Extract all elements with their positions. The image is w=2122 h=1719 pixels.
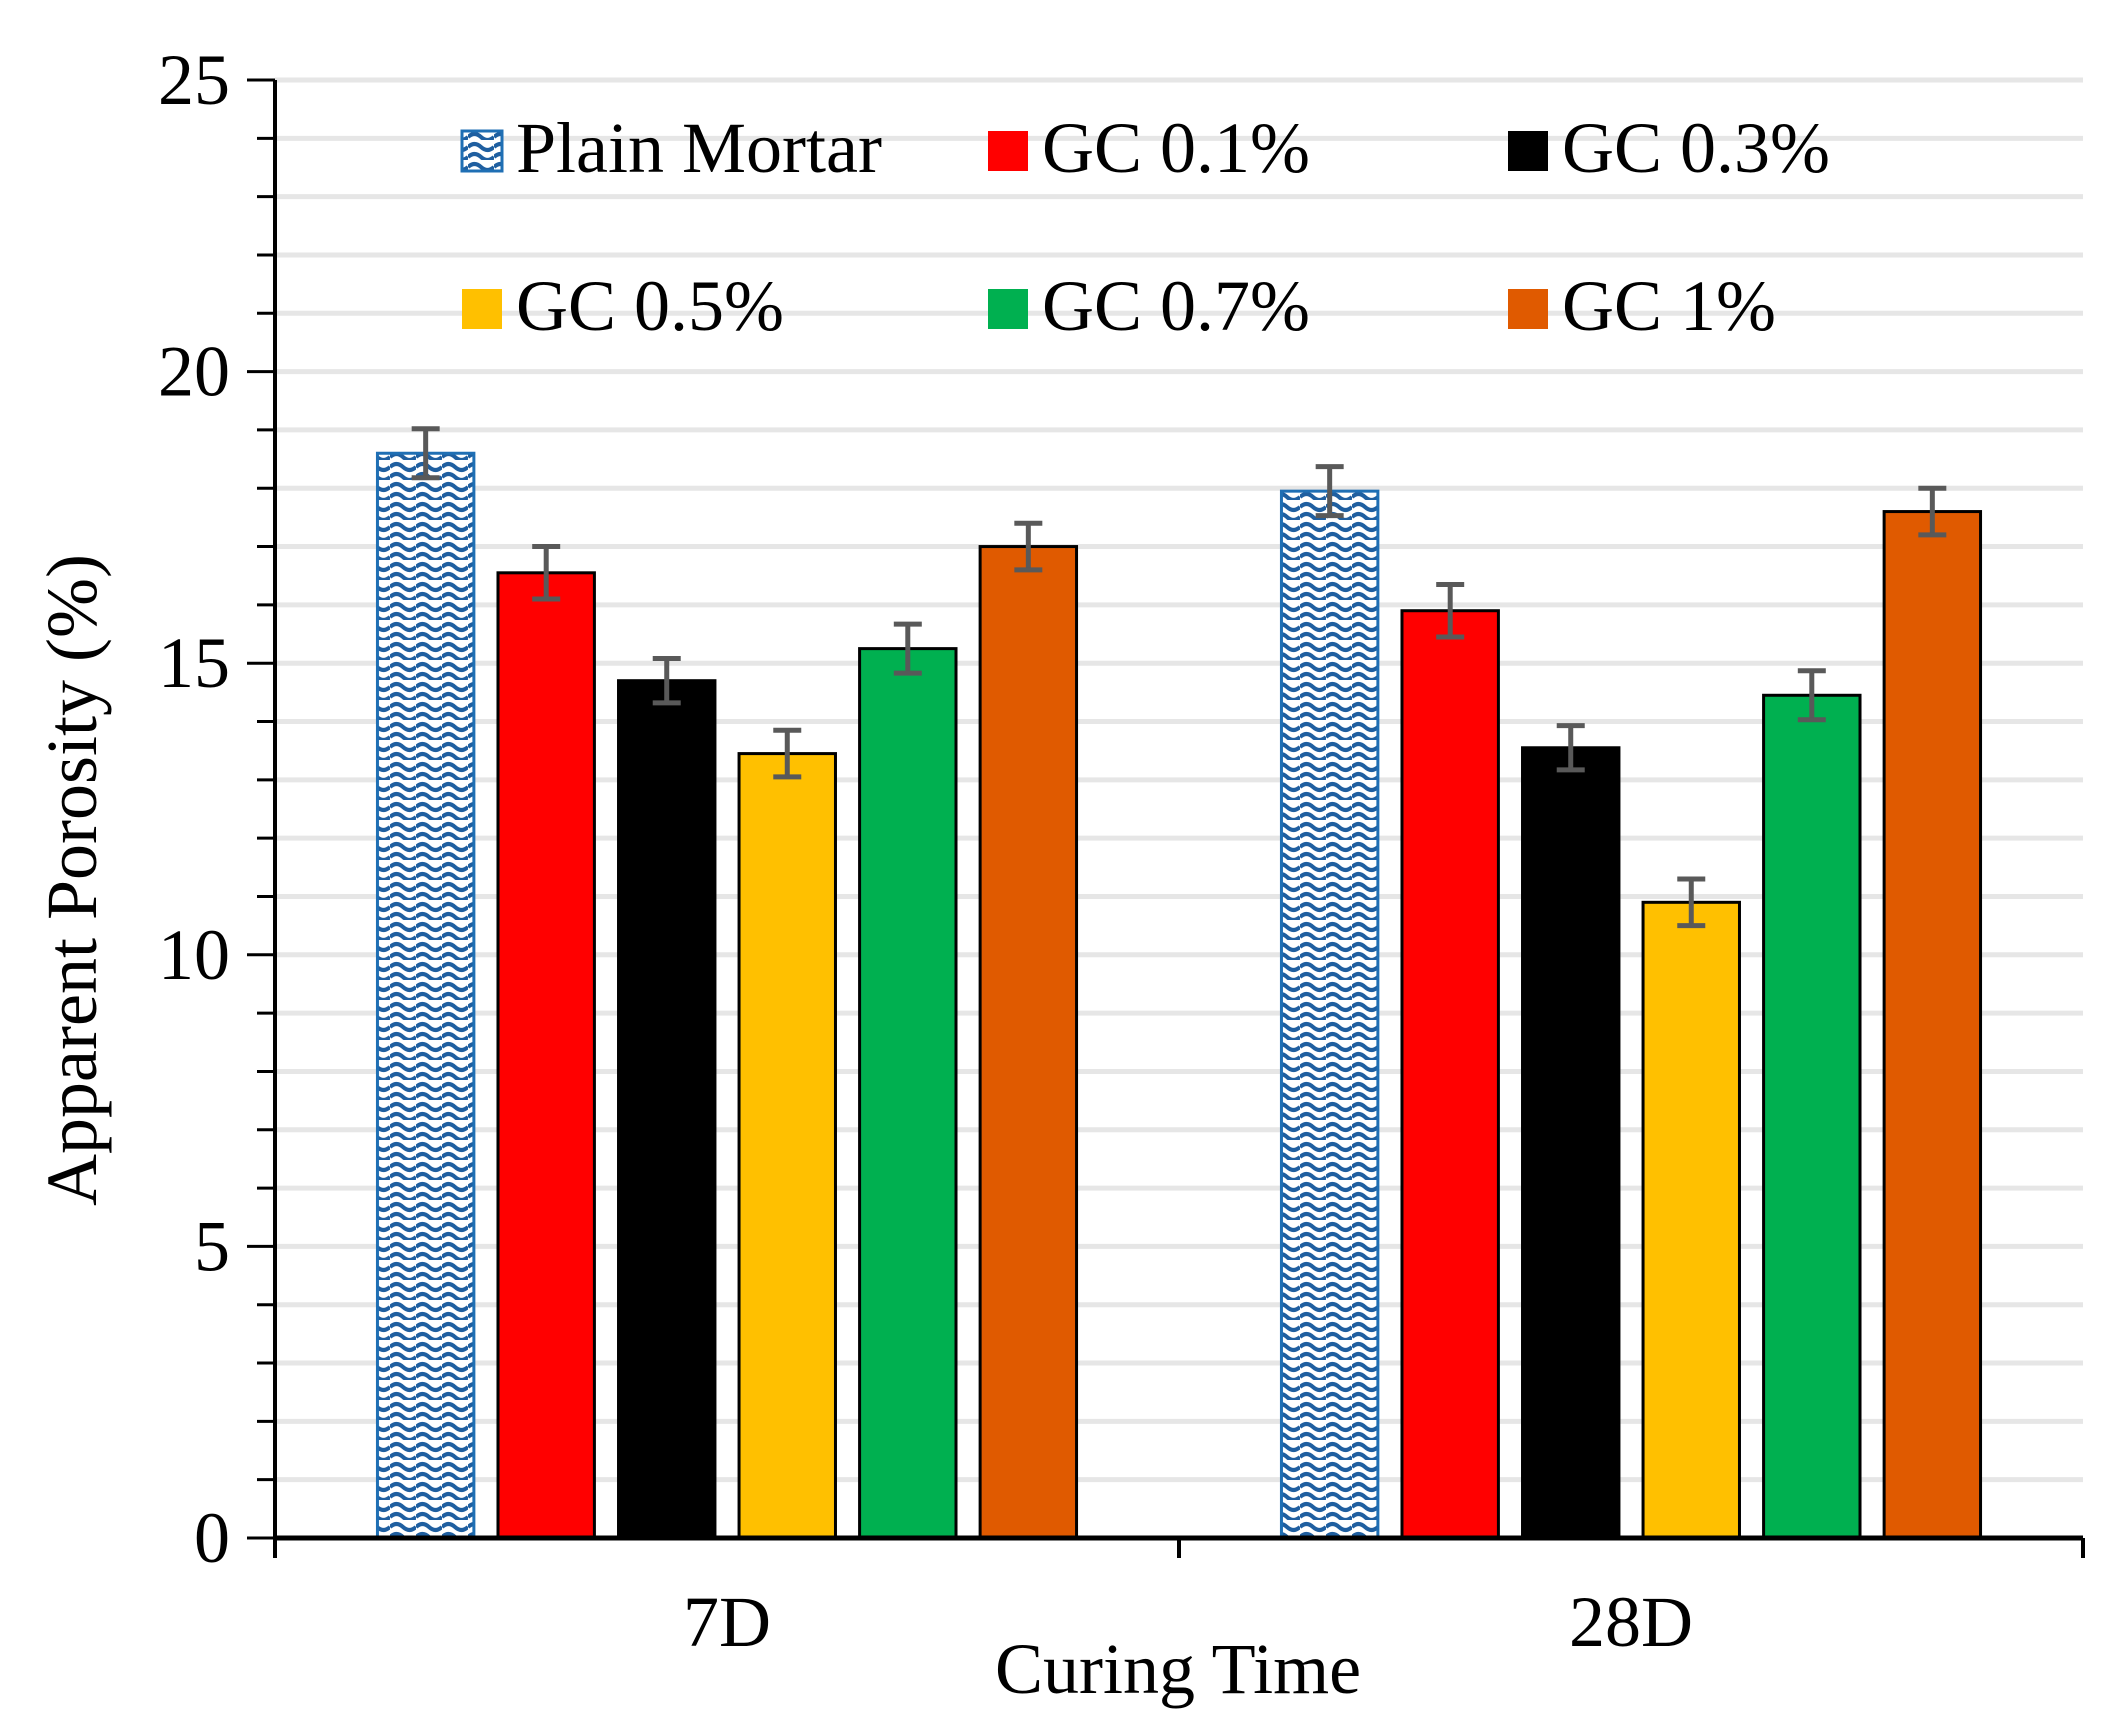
legend-swatch [988,131,1028,171]
y-tick-label: 20 [158,332,230,412]
y-tick-label: 25 [158,40,230,120]
y-tick-label: 10 [158,915,230,995]
y-tick-label: 5 [194,1206,230,1286]
legend-swatch [1508,131,1548,171]
legend: Plain Mortar GC 0.1% GC 0.3% GC 0.5% GC 0.7%… [460,108,1830,346]
legend-label: GC 0.5% [516,266,784,346]
y-tick-label: 0 [194,1498,230,1578]
y-tick-labels: 0 5 10 15 20 25 [158,40,230,1578]
legend-label: GC 0.3% [1562,108,1830,188]
legend-label: GC 1% [1562,266,1776,346]
x-tick-labels: 7D 28D [683,1582,1693,1662]
bar [737,752,837,1540]
y-axis-title: Apparent Porosity (%) [32,554,112,1206]
bar [1400,609,1500,1540]
legend-label: Plain Mortar [516,108,882,188]
legend-label: GC 0.1% [1042,108,1310,188]
bar [858,647,958,1540]
bar [978,545,1079,1540]
bars [375,451,1983,1540]
bar [617,679,717,1540]
bar [1882,510,1983,1540]
axes [247,78,2085,1558]
x-tick-label: 28D [1569,1582,1693,1662]
legend-swatch [462,289,502,329]
bar [375,451,476,1540]
legend-swatch [988,289,1028,329]
y-tick-label: 15 [158,623,230,703]
legend-label: GC 0.7% [1042,266,1310,346]
bar [1641,900,1741,1540]
bar [1762,693,1862,1540]
error-bars [411,426,1947,929]
legend-swatch [1508,289,1548,329]
x-axis-title: Curing Time [995,1629,1361,1709]
bar [496,571,596,1540]
bar [1279,489,1380,1540]
bar [1521,746,1621,1540]
legend-swatch [460,129,504,173]
x-tick-label: 7D [683,1582,771,1662]
